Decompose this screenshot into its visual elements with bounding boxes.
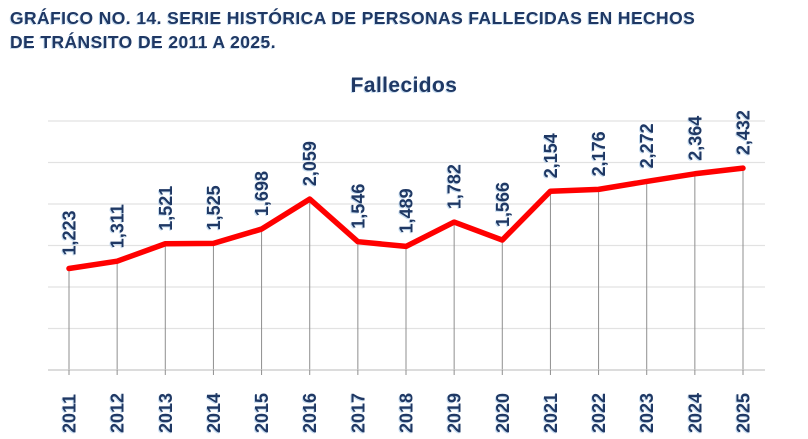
data-label-2015: 1,698 (252, 171, 272, 216)
x-axis-label-2016: 2016 (300, 393, 320, 433)
x-axis-label-2015: 2015 (252, 393, 272, 433)
x-axis-label-2020: 2020 (493, 393, 513, 433)
x-axis-label-2012: 2012 (108, 393, 128, 433)
x-axis-label-2022: 2022 (589, 393, 609, 433)
chart-title: Fallecidos (350, 74, 458, 97)
data-label-2019: 1,782 (445, 164, 465, 209)
series-line-fallecidos (66, 165, 746, 272)
x-axis-label-2014: 2014 (204, 393, 224, 433)
data-label-2024: 2,364 (685, 116, 705, 161)
data-label-2020: 1,566 (493, 182, 513, 227)
x-axis-label-2019: 2019 (445, 393, 465, 433)
x-axis-labels: 2011 2012 2013 2014 2015 2016 2017 2018 2019 2020… (60, 393, 754, 433)
x-axis-label-2024: 2024 (685, 393, 705, 433)
line-chart-canvas: 1,223 1,311 1,521 1,525 1,698 2,059 1,546 1,489… (48, 110, 765, 433)
x-axis-label-2017: 2017 (348, 393, 368, 433)
report-title-line-2: DE TRÁNSITO DE 2011 A 2025. (10, 32, 276, 52)
data-label-2025: 2,432 (734, 110, 754, 155)
data-label-2018: 1,489 (397, 188, 417, 233)
x-axis-label-2018: 2018 (397, 393, 417, 433)
x-axis-label-2013: 2013 (156, 393, 176, 433)
data-label-2022: 2,176 (589, 131, 609, 176)
x-axis-label-2025: 2025 (734, 393, 754, 433)
x-axis (48, 369, 765, 375)
data-label-2017: 1,546 (348, 184, 368, 229)
x-axis-label-2023: 2023 (637, 393, 657, 433)
data-label-2023: 2,272 (637, 123, 657, 168)
data-label-2021: 2,154 (541, 133, 561, 178)
x-axis-label-2011: 2011 (60, 394, 80, 433)
data-label-2013: 1,521 (156, 186, 176, 231)
drop-lines (68, 168, 744, 370)
report-title: GRÁFICO NO. 14. SERIE HISTÓRICA DE PERSO… (10, 6, 806, 54)
data-labels: 1,223 1,311 1,521 1,525 1,698 2,059 1,546 1,489… (60, 110, 754, 255)
data-label-2011: 1,223 (60, 210, 80, 255)
data-label-2012: 1,311 (108, 204, 128, 248)
data-label-2016: 2,059 (300, 141, 320, 186)
report-title-line-1: GRÁFICO NO. 14. SERIE HISTÓRICA DE PERSO… (10, 8, 696, 28)
x-axis-label-2021: 2021 (541, 393, 561, 433)
data-label-2014: 1,525 (204, 185, 224, 230)
